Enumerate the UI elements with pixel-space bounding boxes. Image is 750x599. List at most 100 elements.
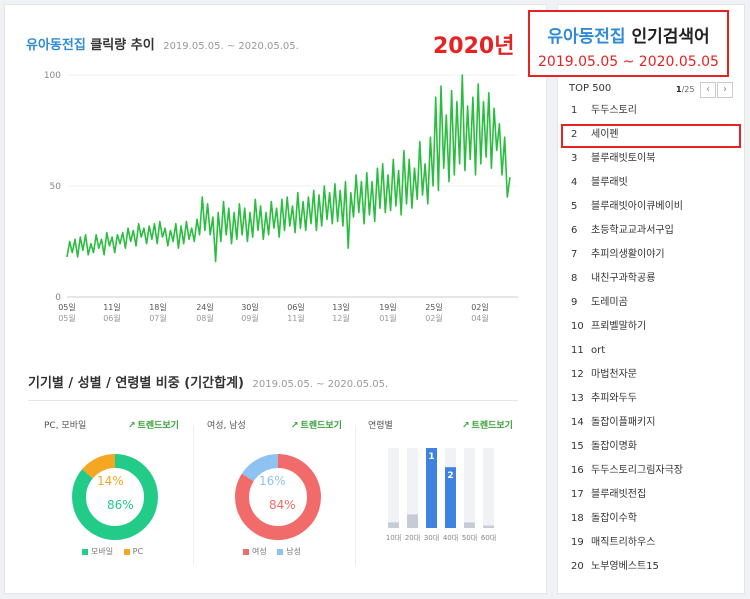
keyword-list-item[interactable]: 20 노부영베스트15 — [561, 556, 741, 580]
trend-icon: ↗ — [462, 421, 470, 431]
gender-trend-link[interactable]: ↗ 트렌드보기 — [291, 418, 342, 431]
keyword-list-item[interactable]: 1 두두스토리 — [561, 100, 741, 124]
bar-40대 — [445, 467, 456, 528]
x-tick-month: 07월 — [149, 313, 167, 323]
slice-male — [235, 454, 321, 540]
prev-page-button[interactable]: ‹ — [700, 82, 716, 98]
rank-number: 5 — [571, 201, 578, 212]
x-tick-month: 09월 — [241, 313, 259, 323]
bar-track — [407, 448, 418, 528]
x-tick-month: 12월 — [332, 313, 350, 323]
x-tick-month: 02월 — [425, 313, 443, 323]
x-tick-month: 01월 — [379, 313, 397, 323]
gender-panel: 여성, 남성 ↗ 트렌드보기 16% 84% 여성 남성 — [207, 418, 347, 568]
x-tick-label: 30대 — [424, 534, 439, 542]
bar-20대 — [407, 514, 418, 528]
rank-number: 7 — [571, 249, 578, 260]
rank-number: 16 — [571, 465, 584, 476]
x-tick-day: 11일 — [103, 303, 121, 312]
keyword-name: 프뢰벨말하기 — [591, 321, 647, 332]
rank-number: 6 — [571, 225, 578, 236]
bar-60대 — [483, 525, 494, 528]
ranking-panel — [557, 4, 745, 594]
slice-pc — [72, 454, 158, 540]
x-tick-day: 02일 — [471, 303, 489, 312]
rank-number: 14 — [571, 417, 584, 428]
panel-divider — [193, 425, 194, 565]
age-trend-link[interactable]: ↗ 트렌드보기 — [462, 418, 513, 431]
x-tick-label: 20대 — [405, 534, 420, 542]
legend-female: 여성 — [252, 547, 267, 556]
keyword-name: 마법천자문 — [591, 369, 637, 380]
keyword-name: 블루래빗 — [591, 177, 628, 188]
keyword-name: 블루래빗아이큐베이비 — [591, 201, 683, 212]
keyword-list-item[interactable]: 2 세이펜 — [561, 124, 741, 148]
callout-title: 유아동전집 인기검색어 — [530, 22, 727, 47]
keyword-list-item[interactable]: 14 돌잡이플패키지 — [561, 412, 741, 436]
page-total: /25 — [681, 85, 695, 94]
bar-track — [388, 448, 399, 528]
keyword-list-item[interactable]: 19 매직트리하우스 — [561, 532, 741, 556]
device-pc-percent: 14% — [97, 474, 124, 488]
keyword-list-item[interactable]: 8 내친구과학공룡 — [561, 268, 741, 292]
keyword-list-item[interactable]: 3 블루래빗토이북 — [561, 148, 741, 172]
rank-number: 3 — [571, 153, 578, 164]
gender-legend: 여성 남성 — [243, 546, 301, 557]
y-tick-label: 100 — [44, 71, 61, 81]
keyword-list-item[interactable]: 18 돌잡이수학 — [561, 508, 741, 532]
x-tick-month: 06월 — [103, 313, 121, 323]
series-line — [66, 74, 511, 263]
x-tick-day: 25일 — [425, 303, 443, 312]
x-tick-month: 05월 — [58, 313, 76, 323]
keyword-list-item[interactable]: 9 도레미곰 — [561, 292, 741, 316]
trend-link-label: 트렌드보기 — [471, 421, 513, 431]
x-tick-day: 05일 — [58, 303, 76, 312]
chevron-right-icon: › — [723, 84, 727, 95]
section-divider — [28, 400, 518, 401]
gender-donut-chart — [235, 454, 321, 540]
keyword-name: 블루래빗전집 — [591, 489, 647, 500]
gender-male-percent: 16% — [259, 474, 286, 488]
x-tick-month: 08월 — [196, 313, 214, 323]
next-page-button[interactable]: › — [717, 82, 733, 98]
rank-number: 12 — [571, 369, 584, 380]
keyword-list-item[interactable]: 4 블루래빗 — [561, 172, 741, 196]
keyword-name: 추피의생활이야기 — [591, 249, 665, 260]
title-date-range: 2019.05.05. ~ 2020.05.05. — [163, 41, 299, 52]
keyword-name: ort — [591, 345, 606, 356]
device-donut-chart — [72, 454, 158, 540]
callout-title-suffix: 인기검색어 — [625, 27, 710, 47]
keyword-list-item[interactable]: 7 추피의생활이야기 — [561, 244, 741, 268]
keyword-list-item[interactable]: 6 초등학교교과서구입 — [561, 220, 741, 244]
x-tick-label: 60대 — [481, 534, 496, 542]
keyword-name: 추피와두두 — [591, 393, 637, 404]
keyword-list-item[interactable]: 11 ort — [561, 340, 741, 364]
section-title: 기기별 / 성별 / 연령별 비중 (기간합계) 2019.05.05. ~ 2… — [28, 372, 388, 391]
keyword-list-item[interactable]: 13 추피와두두 — [561, 388, 741, 412]
rank-number: 8 — [571, 273, 578, 284]
device-panel-title: PC, 모바일 — [44, 421, 87, 431]
keyword-list-item[interactable]: 12 마법천자문 — [561, 364, 741, 388]
keyword-list-item[interactable]: 15 돌잡이명화 — [561, 436, 741, 460]
x-tick-day: 19일 — [379, 303, 397, 312]
x-tick-label: 10대 — [386, 534, 401, 542]
keyword-list-item[interactable]: 16 두두스토리그림자극장 — [561, 460, 741, 484]
x-tick-day: 30일 — [241, 303, 259, 312]
rank-number: 19 — [571, 537, 584, 548]
rank-number: 15 — [571, 441, 584, 452]
y-tick-label: 0 — [55, 293, 61, 303]
keyword-list-item[interactable]: 17 블루래빗전집 — [561, 484, 741, 508]
keyword-list-item[interactable]: 5 블루래빗아이큐베이비 — [561, 196, 741, 220]
gender-female-percent: 84% — [269, 498, 296, 512]
rank-number: 4 — [571, 177, 578, 188]
rank-number: 11 — [571, 345, 584, 356]
x-tick-label: 40대 — [443, 534, 458, 542]
keyword-name: 노부영베스트15 — [591, 561, 659, 572]
device-trend-link[interactable]: ↗ 트렌드보기 — [128, 418, 179, 431]
keyword-name: 돌잡이수학 — [591, 513, 637, 524]
keyword-name: 도레미곰 — [591, 297, 628, 308]
age-bar-chart: 10대 20대 1 30대 2 40대 50대 60대 — [386, 448, 496, 542]
page-current: 1 — [676, 85, 682, 94]
keyword-list-item[interactable]: 10 프뢰벨말하기 — [561, 316, 741, 340]
keyword-name: 초등학교교과서구입 — [591, 225, 674, 236]
